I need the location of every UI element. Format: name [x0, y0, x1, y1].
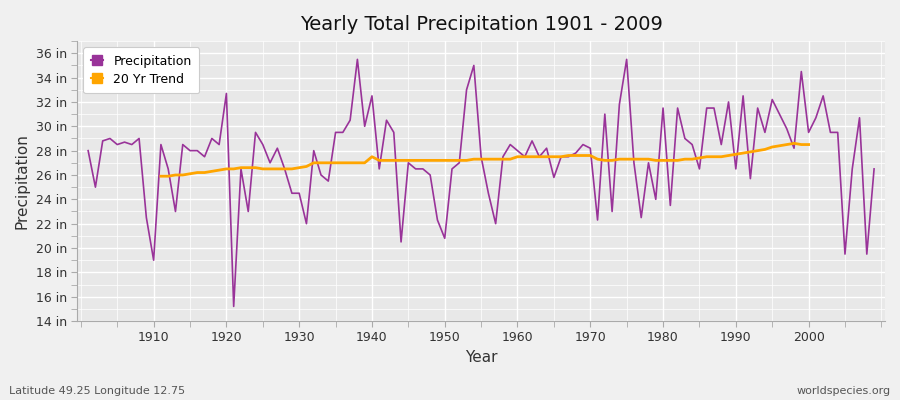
- X-axis label: Year: Year: [465, 350, 498, 365]
- Text: Latitude 49.25 Longitude 12.75: Latitude 49.25 Longitude 12.75: [9, 386, 185, 396]
- Title: Yearly Total Precipitation 1901 - 2009: Yearly Total Precipitation 1901 - 2009: [300, 15, 662, 34]
- Text: worldspecies.org: worldspecies.org: [796, 386, 891, 396]
- Y-axis label: Precipitation: Precipitation: [15, 133, 30, 229]
- Legend: Precipitation, 20 Yr Trend: Precipitation, 20 Yr Trend: [84, 47, 199, 93]
